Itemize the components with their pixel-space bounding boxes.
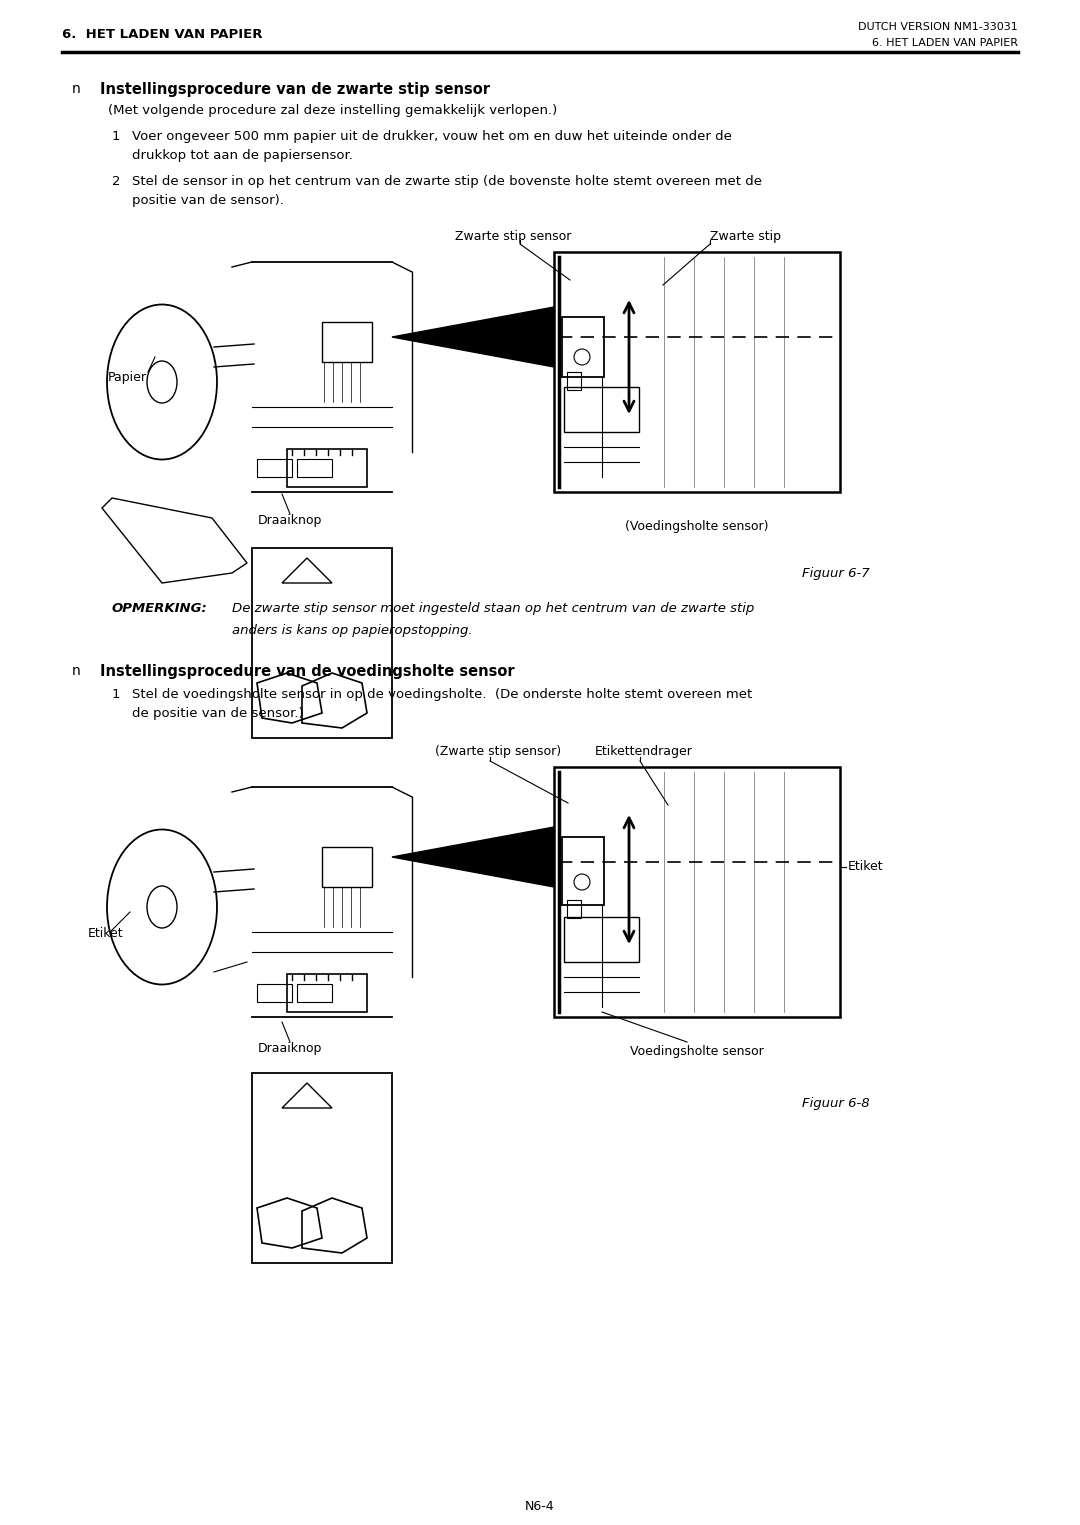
Text: Voer ongeveer 500 mm papier uit de drukker, vouw het om en duw het uiteinde onde: Voer ongeveer 500 mm papier uit de drukk… — [132, 130, 732, 143]
Text: n: n — [72, 82, 81, 96]
Bar — [287, 974, 367, 1013]
Text: Etiket: Etiket — [848, 860, 883, 874]
Text: Instellingsprocedure van de voedingsholte sensor: Instellingsprocedure van de voedingsholt… — [100, 663, 515, 679]
Bar — [567, 372, 581, 390]
Text: Etiket: Etiket — [87, 927, 123, 939]
Bar — [287, 448, 367, 486]
Text: 2: 2 — [112, 175, 121, 188]
Bar — [564, 387, 639, 432]
Text: Draaiknop: Draaiknop — [258, 514, 322, 528]
Bar — [297, 984, 332, 1002]
Text: 1: 1 — [112, 130, 121, 143]
Text: 1: 1 — [112, 688, 121, 702]
Text: (Met volgende procedure zal deze instelling gemakkelijk verlopen.): (Met volgende procedure zal deze instell… — [108, 104, 557, 117]
Bar — [554, 767, 840, 1017]
Text: DUTCH VERSION NM1-33031: DUTCH VERSION NM1-33031 — [859, 21, 1018, 32]
Bar — [322, 322, 372, 361]
Text: Zwarte stip sensor: Zwarte stip sensor — [455, 230, 571, 242]
Polygon shape — [392, 827, 554, 888]
Bar — [564, 917, 639, 962]
Text: 6. HET LADEN VAN PAPIER: 6. HET LADEN VAN PAPIER — [872, 38, 1018, 47]
Text: de positie van de sensor.): de positie van de sensor.) — [132, 708, 303, 720]
Text: anders is kans op papieropstopping.: anders is kans op papieropstopping. — [232, 624, 473, 637]
Text: Instellingsprocedure van de zwarte stip sensor: Instellingsprocedure van de zwarte stip … — [100, 82, 490, 98]
Text: De zwarte stip sensor moet ingesteld staan op het centrum van de zwarte stip: De zwarte stip sensor moet ingesteld sta… — [232, 602, 754, 615]
Bar — [297, 459, 332, 477]
Bar — [322, 846, 372, 888]
Text: (Voedingsholte sensor): (Voedingsholte sensor) — [625, 520, 769, 534]
Bar — [562, 317, 604, 377]
Text: N6-4: N6-4 — [525, 1501, 555, 1513]
Text: positie van de sensor).: positie van de sensor). — [132, 194, 284, 207]
Text: n: n — [72, 663, 81, 679]
Text: Stel de sensor in op het centrum van de zwarte stip (de bovenste holte stemt ove: Stel de sensor in op het centrum van de … — [132, 175, 762, 188]
Text: OPMERKING:: OPMERKING: — [112, 602, 207, 615]
Text: 6.  HET LADEN VAN PAPIER: 6. HET LADEN VAN PAPIER — [62, 27, 262, 41]
Text: (Zwarte stip sensor): (Zwarte stip sensor) — [435, 746, 562, 758]
Bar — [257, 984, 292, 1002]
Bar — [562, 837, 604, 904]
Text: Voedingsholte sensor: Voedingsholte sensor — [630, 1045, 764, 1058]
Text: Stel de voedingsholte sensor in op de voedingsholte.  (De onderste holte stemt o: Stel de voedingsholte sensor in op de vo… — [132, 688, 753, 702]
Text: Papier: Papier — [108, 371, 147, 383]
Bar — [567, 900, 581, 918]
Text: Draaiknop: Draaiknop — [258, 1042, 322, 1055]
Text: Figuur 6-7: Figuur 6-7 — [802, 567, 870, 580]
Text: Etikettendrager: Etikettendrager — [595, 746, 693, 758]
Bar — [257, 459, 292, 477]
Text: drukkop tot aan de papiersensor.: drukkop tot aan de papiersensor. — [132, 149, 353, 162]
Polygon shape — [392, 307, 554, 368]
Text: Zwarte stip: Zwarte stip — [710, 230, 781, 242]
Text: Figuur 6-8: Figuur 6-8 — [802, 1096, 870, 1110]
Bar — [554, 252, 840, 493]
